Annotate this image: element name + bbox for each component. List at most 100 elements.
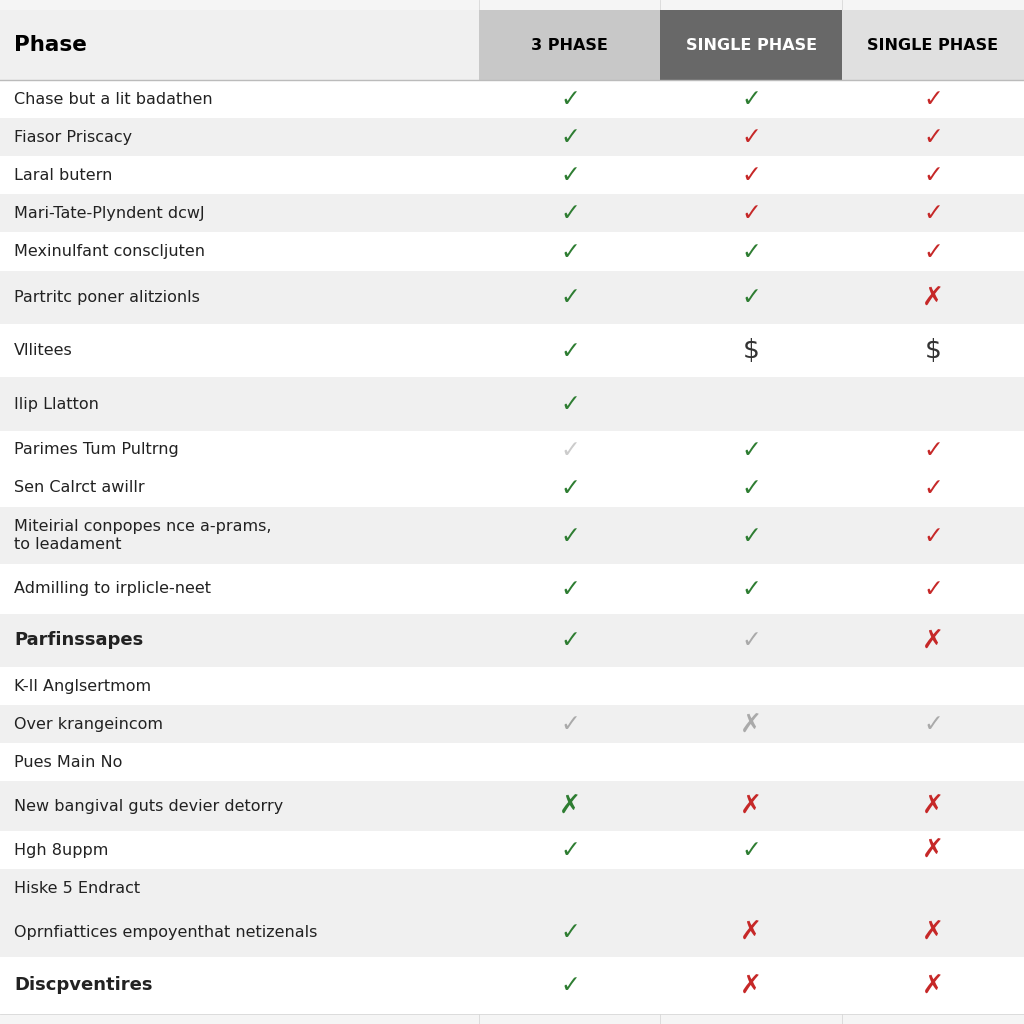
Text: Fiasor Priscacy: Fiasor Priscacy [14,130,132,144]
Text: ✓: ✓ [741,476,761,500]
Bar [842,324,1024,378]
Text: Miteirial conpopes nce a-prams,
to leadament: Miteirial conpopes nce a-prams, to leada… [14,519,271,552]
Text: ✓: ✓ [923,523,943,548]
Bar [842,781,1024,831]
Bar [660,956,842,1014]
Bar [0,157,479,195]
Text: SINGLE PHASE: SINGLE PHASE [685,38,817,52]
Bar [660,743,842,781]
Text: ✓: ✓ [560,713,580,736]
Text: ✓: ✓ [560,286,580,309]
Bar [660,10,842,80]
Text: $: $ [925,338,941,364]
Bar [660,118,842,157]
Bar [0,10,479,80]
Text: $: $ [742,338,760,364]
Text: ✓: ✓ [560,920,580,944]
Text: ✓: ✓ [741,838,761,862]
Bar [660,613,842,667]
Text: Ilip Llatton: Ilip Llatton [14,396,99,412]
Text: ✗: ✗ [740,973,762,998]
Bar [842,564,1024,613]
Bar [660,195,842,232]
Bar [479,157,660,195]
Text: Mexinulfant conscljuten: Mexinulfant conscljuten [14,244,205,259]
Text: Phase: Phase [14,35,87,55]
Bar [660,378,842,431]
Text: ✗: ✗ [740,794,762,819]
Text: ✓: ✓ [560,125,580,150]
Text: ✓: ✓ [560,438,580,462]
Bar [479,564,660,613]
Text: New bangival guts devier detorry: New bangival guts devier detorry [14,799,284,814]
Bar [0,469,479,507]
Bar [660,469,842,507]
Text: ✓: ✓ [923,202,943,225]
Text: Partritc poner alitzionls: Partritc poner alitzionls [14,290,200,305]
Text: ✗: ✗ [922,628,944,653]
Text: Oprnfiattices empoyenthat netizenals: Oprnfiattices empoyenthat netizenals [14,925,317,940]
Text: ✓: ✓ [741,125,761,150]
Bar [479,907,660,956]
Bar [842,118,1024,157]
Bar [842,431,1024,469]
Text: ✓: ✓ [923,476,943,500]
Bar [479,431,660,469]
Bar [660,232,842,270]
Text: SINGLE PHASE: SINGLE PHASE [867,38,998,52]
Text: ✗: ✗ [922,919,944,945]
Bar [479,613,660,667]
Text: ✓: ✓ [923,577,943,601]
Text: ✓: ✓ [923,713,943,736]
Text: K-Il Anglsertmom: K-Il Anglsertmom [14,679,152,693]
Text: ✓: ✓ [741,87,761,111]
Bar [479,378,660,431]
Bar [660,907,842,956]
Bar [842,469,1024,507]
Bar [842,956,1024,1014]
Text: ✓: ✓ [560,392,580,416]
Bar [660,781,842,831]
Bar [0,706,479,743]
Bar [842,831,1024,869]
Bar [0,743,479,781]
Text: ✓: ✓ [560,163,580,187]
Text: ✓: ✓ [923,240,943,263]
Bar [479,831,660,869]
Text: Over krangeincom: Over krangeincom [14,717,163,732]
Text: ✗: ✗ [922,794,944,819]
Text: ✓: ✓ [741,438,761,462]
Text: ✓: ✓ [560,240,580,263]
Bar [842,613,1024,667]
Bar [479,869,660,907]
Bar [479,667,660,706]
Bar [0,232,479,270]
Text: ✓: ✓ [741,286,761,309]
Text: ✓: ✓ [741,629,761,652]
Bar [842,232,1024,270]
Bar [0,270,479,324]
Bar [660,831,842,869]
Text: ✓: ✓ [741,240,761,263]
Bar [842,80,1024,118]
Text: ✓: ✓ [560,523,580,548]
Bar [0,956,479,1014]
Text: Mari-Tate-Plyndent dcwJ: Mari-Tate-Plyndent dcwJ [14,206,205,221]
Text: Sen Calrct awillr: Sen Calrct awillr [14,480,144,496]
Bar [660,80,842,118]
Bar [842,195,1024,232]
Bar [842,869,1024,907]
Text: ✓: ✓ [560,87,580,111]
Text: ✓: ✓ [741,523,761,548]
Bar [479,195,660,232]
Bar [0,80,479,118]
Text: ✓: ✓ [741,202,761,225]
Bar [660,667,842,706]
Bar [0,118,479,157]
Bar [479,270,660,324]
Bar [842,907,1024,956]
Bar [479,232,660,270]
Bar [842,10,1024,80]
Bar [660,706,842,743]
Text: ✗: ✗ [740,712,762,737]
